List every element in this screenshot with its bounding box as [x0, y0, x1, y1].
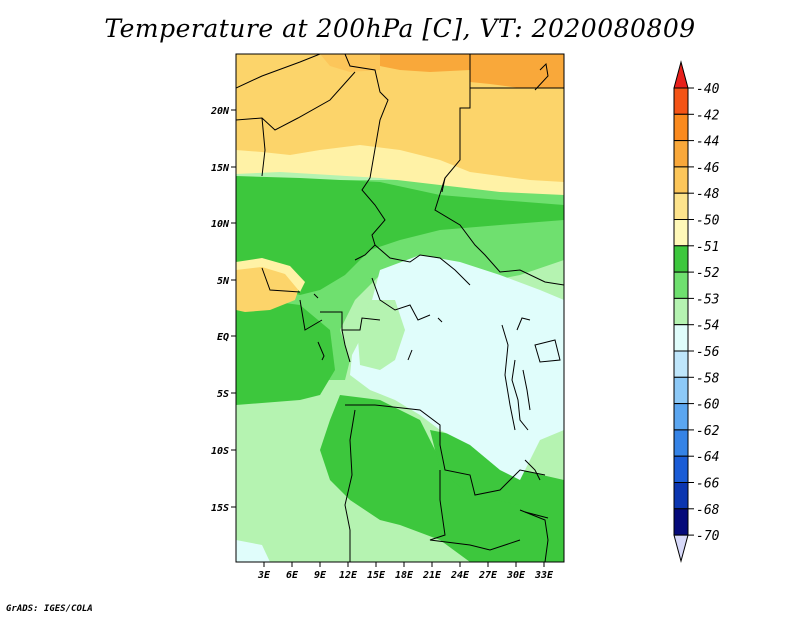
lon-label-3e: 3E — [257, 570, 271, 581]
lat-label-eq: EQ — [217, 332, 229, 343]
region-light-green-inner — [358, 300, 405, 370]
lon-label-21e: 21E — [422, 570, 442, 581]
legend-box — [673, 192, 689, 220]
legend-label: -52 — [696, 266, 720, 281]
legend-box — [673, 376, 689, 405]
legend-label: -70 — [696, 529, 720, 544]
legend-box — [673, 87, 689, 115]
legend-label: -51 — [696, 240, 719, 255]
legend-label: -62 — [696, 424, 720, 439]
region-dark-green-west — [236, 300, 335, 405]
legend-label: -46 — [696, 161, 720, 176]
legend-arrow-bottom — [673, 534, 689, 564]
temperature-field — [236, 54, 564, 562]
legend-box — [673, 271, 689, 299]
country-borders — [236, 54, 564, 562]
legend-label: -53 — [696, 292, 719, 307]
latitude-axis: 20N 15N 10N 5N EQ 5S 10S 15S — [210, 106, 236, 514]
lat-label-20n: 20N — [210, 106, 230, 117]
legend-box — [673, 403, 689, 431]
region-yellow-gulf — [236, 265, 300, 312]
lat-label-10s: 10S — [211, 446, 229, 457]
lat-label-15n: 15N — [211, 163, 230, 174]
region-yellow-light-gulf — [236, 258, 305, 292]
legend-box — [673, 245, 689, 273]
region-orange-light — [320, 54, 380, 72]
legend-label: -42 — [696, 108, 720, 123]
legend-box — [673, 297, 689, 326]
chart-title: Temperature at 200hPa [C], VT: 202008080… — [104, 14, 696, 43]
legend-label: -60 — [696, 398, 720, 413]
legend-label: -40 — [696, 82, 720, 97]
lat-label-15s: 15S — [211, 503, 229, 514]
legend-box — [673, 324, 689, 352]
lon-label-15e: 15E — [367, 570, 386, 581]
longitude-axis: 3E 6E 9E 12E 15E 18E 21E 24E 27E 30E 33E — [257, 562, 554, 581]
color-legend: -40 -42 -44 -46 -48 -50 -51 -52 -53 -54 -56 -58 -60 -… — [673, 60, 720, 564]
region-pale-cyan — [350, 255, 564, 480]
legend-label: -68 — [696, 503, 720, 518]
region-dark-green-north — [236, 176, 564, 295]
legend-label: -56 — [696, 345, 720, 360]
lat-label-5n: 5N — [217, 276, 230, 287]
legend-box — [673, 219, 689, 247]
legend-box — [673, 140, 689, 168]
lon-label-33e: 33E — [534, 570, 554, 581]
legend-label: -48 — [696, 187, 720, 202]
lon-label-9e: 9E — [314, 570, 327, 581]
legend-box — [673, 482, 689, 510]
lon-label-30e: 30E — [506, 570, 526, 581]
region-dark-green-south — [320, 395, 564, 562]
lat-label-10n: 10N — [211, 219, 230, 230]
legend-box — [673, 455, 689, 484]
legend-label: -58 — [696, 371, 720, 386]
lon-label-12e: 12E — [339, 570, 358, 581]
legend-box — [673, 350, 689, 378]
grads-credit: GrADS: IGES/COLA — [6, 604, 93, 614]
lon-label-18e: 18E — [395, 570, 414, 581]
lakes — [313, 62, 561, 519]
region-yellow-dark — [236, 54, 564, 182]
lon-label-27e: 27E — [478, 570, 498, 581]
legend-box — [673, 113, 689, 142]
legend-label: -64 — [696, 450, 719, 465]
legend-box — [673, 166, 689, 194]
lon-label-24e: 24E — [450, 570, 470, 581]
legend-label: -54 — [696, 319, 719, 334]
map-frame — [235, 53, 565, 563]
legend-arrow-top — [673, 60, 689, 89]
lat-label-5s: 5S — [217, 389, 229, 400]
legend-label: -50 — [696, 214, 720, 229]
region-orange — [380, 54, 564, 88]
lon-label-6e: 6E — [286, 570, 299, 581]
legend-label: -44 — [696, 135, 719, 150]
legend-label: -66 — [696, 477, 720, 492]
region-pale-cyan-sw — [236, 540, 270, 562]
legend-box — [673, 429, 689, 457]
legend-box — [673, 508, 689, 536]
